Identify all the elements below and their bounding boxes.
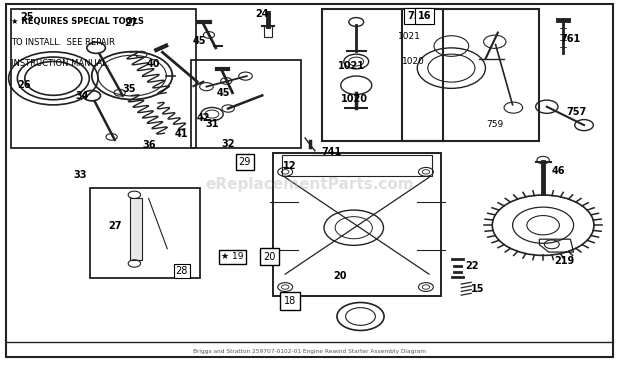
Bar	[11, 9, 196, 148]
Bar	[322, 9, 443, 141]
Text: INSTRUCTION MANUAL.: INSTRUCTION MANUAL.	[11, 59, 110, 68]
Text: 16: 16	[418, 11, 432, 21]
Circle shape	[83, 91, 100, 101]
Bar	[264, 26, 272, 37]
Text: Briggs and Stratton 259707-0102-01 Engine Rewind Starter Assembly Diagram: Briggs and Stratton 259707-0102-01 Engin…	[193, 349, 427, 354]
FancyArrowPatch shape	[495, 45, 513, 105]
Text: 40: 40	[147, 59, 161, 70]
Text: 42: 42	[197, 113, 210, 124]
Text: 33: 33	[74, 170, 87, 180]
Text: 24: 24	[255, 9, 268, 19]
Text: 1020: 1020	[402, 57, 425, 66]
Text: 31: 31	[205, 119, 219, 130]
Text: 18: 18	[284, 296, 296, 306]
Text: 27: 27	[108, 221, 122, 231]
Text: 22: 22	[466, 261, 479, 271]
Bar	[130, 198, 143, 260]
Text: 29: 29	[239, 157, 251, 167]
Text: 759: 759	[486, 120, 503, 128]
Text: 25: 25	[20, 12, 33, 22]
Text: 758: 758	[407, 11, 427, 21]
Bar	[402, 9, 539, 141]
Text: 36: 36	[142, 139, 156, 150]
Text: 1021: 1021	[398, 32, 421, 41]
Text: 26: 26	[17, 80, 30, 90]
Bar	[191, 60, 301, 148]
Text: eReplacementParts.com: eReplacementParts.com	[206, 177, 414, 191]
Text: 741: 741	[322, 146, 342, 157]
Text: ★ REQUIRES SPECIAL TOOLS: ★ REQUIRES SPECIAL TOOLS	[11, 17, 144, 25]
Bar	[273, 153, 441, 296]
Text: 28: 28	[175, 266, 188, 276]
Text: 28: 28	[176, 267, 187, 276]
Circle shape	[87, 42, 105, 53]
Text: 1021: 1021	[338, 61, 365, 71]
Text: 761: 761	[560, 33, 580, 44]
Text: 757: 757	[567, 107, 587, 117]
Text: 32: 32	[221, 139, 235, 149]
Text: 219: 219	[554, 256, 574, 266]
Text: 20: 20	[264, 252, 276, 262]
Bar	[90, 188, 200, 278]
Text: TO INSTALL.  SEE REPAIR: TO INSTALL. SEE REPAIR	[11, 38, 115, 47]
Text: ★ 19: ★ 19	[221, 252, 244, 261]
Text: 20: 20	[333, 271, 347, 281]
Text: 12: 12	[283, 161, 297, 171]
Bar	[282, 155, 432, 176]
Text: 45: 45	[216, 88, 230, 98]
Text: 34: 34	[75, 91, 89, 102]
Text: 27: 27	[125, 18, 138, 28]
Text: 35: 35	[122, 84, 136, 94]
Text: 15: 15	[471, 284, 484, 294]
Text: 41: 41	[174, 129, 188, 139]
Text: 46: 46	[552, 166, 565, 176]
Text: 1020: 1020	[341, 94, 368, 105]
Text: 45: 45	[193, 36, 206, 46]
